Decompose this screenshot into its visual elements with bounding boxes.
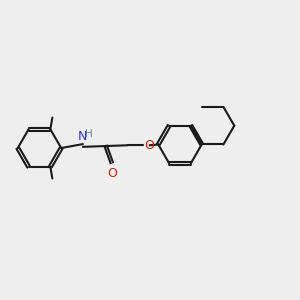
Text: N: N — [78, 130, 88, 143]
Text: H: H — [85, 129, 93, 139]
Text: O: O — [144, 139, 154, 152]
Text: O: O — [107, 167, 117, 180]
